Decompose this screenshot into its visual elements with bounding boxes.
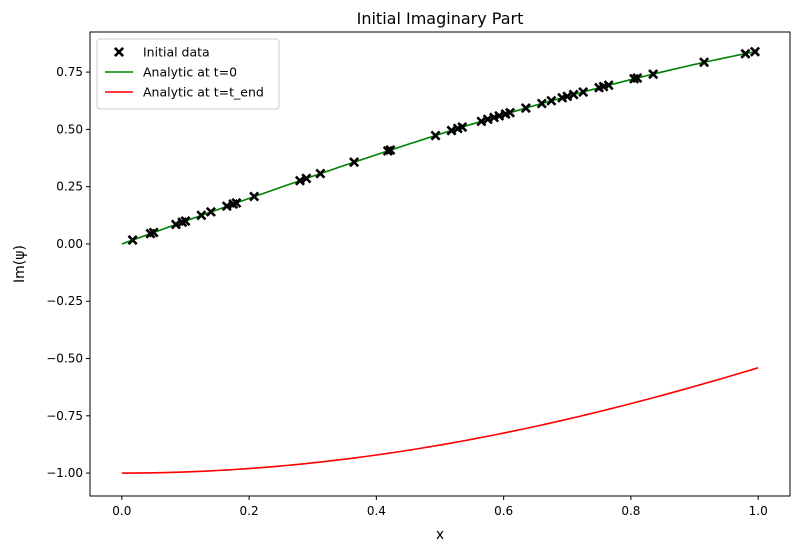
legend-marker	[113, 46, 125, 58]
y-tick-label: −0.75	[46, 409, 83, 423]
data-point	[231, 197, 242, 208]
x-tick-label: 0.4	[367, 504, 386, 518]
data-point	[127, 235, 138, 246]
data-point	[504, 107, 516, 118]
legend-label: Analytic at t=0	[143, 65, 237, 80]
data-point	[385, 144, 396, 156]
x-axis-title: x	[436, 527, 444, 543]
x-axis: 0.0 0.2 0.4 0.6 0.8 1.0	[112, 496, 768, 518]
data-point	[740, 48, 751, 59]
data-point	[196, 210, 207, 221]
y-tick-label: 0.75	[56, 65, 83, 79]
data-point	[476, 116, 487, 127]
y-tick-label: −1.00	[46, 466, 83, 480]
y-tick-label: 0.00	[56, 237, 83, 251]
data-point	[221, 201, 232, 212]
legend: Initial data Analytic at t=0 Analytic at t…	[96, 38, 280, 110]
data-point	[446, 125, 457, 136]
data-point	[699, 57, 710, 68]
data-point	[457, 122, 468, 133]
y-tick-label: 0.50	[56, 122, 83, 136]
data-point	[294, 175, 306, 186]
legend-box	[96, 38, 280, 110]
x-tick-label: 0.0	[112, 504, 131, 518]
x-tick-label: 1.0	[749, 504, 768, 518]
legend-label: Analytic at t=t_end	[143, 85, 264, 100]
data-point	[301, 173, 312, 184]
x-tick-label: 0.8	[621, 504, 640, 518]
data-point	[536, 98, 547, 109]
data-point	[170, 219, 181, 230]
y-axis-title: Im(ψ)	[12, 245, 28, 283]
chart-title: Initial Imaginary Part	[357, 9, 524, 28]
data-point	[578, 86, 589, 98]
data-point	[249, 191, 260, 202]
data-point	[546, 95, 557, 106]
data-point	[349, 157, 360, 168]
y-tick-label: −0.25	[46, 294, 83, 308]
y-axis: 0.75 0.50 0.25 0.00 −0.25 −0.50 −0.75 −1.00	[46, 65, 90, 480]
plot-frame	[89, 31, 791, 497]
data-point	[648, 69, 659, 80]
y-tick-label: −0.50	[46, 352, 83, 366]
data-point	[632, 73, 643, 84]
x-tick-label: 0.2	[240, 504, 259, 518]
legend-label: Initial data	[143, 45, 210, 60]
data-point	[205, 206, 216, 217]
data-point	[180, 215, 191, 227]
data-point	[603, 80, 614, 91]
series-line	[121, 366, 759, 474]
data-point	[749, 46, 761, 57]
data-point	[520, 103, 531, 114]
plot-area	[89, 31, 791, 497]
y-tick-label: 0.25	[56, 180, 83, 194]
data-point	[315, 168, 326, 179]
x-tick-label: 0.6	[494, 504, 513, 518]
data-point	[568, 89, 579, 100]
data-point	[148, 227, 159, 238]
data-point	[430, 130, 441, 141]
